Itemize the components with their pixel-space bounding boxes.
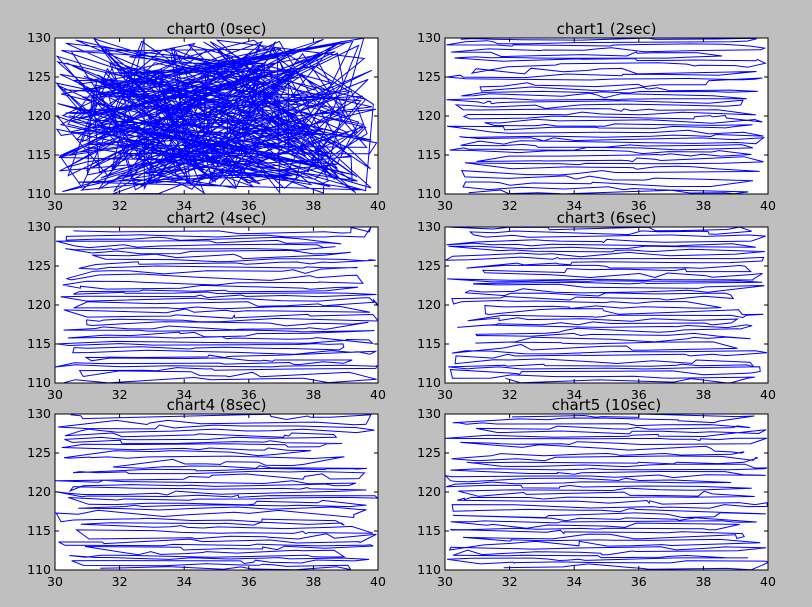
x-tick-label: 34 [176, 574, 192, 589]
x-tick-label: 30 [437, 574, 453, 589]
x-tick-label: 30 [47, 387, 63, 402]
x-tick-label: 34 [176, 387, 192, 402]
x-tick-label: 34 [566, 574, 582, 589]
x-tick-label: 30 [47, 574, 63, 589]
y-tick-label: 110 [27, 375, 51, 390]
x-tick-label: 36 [241, 387, 257, 402]
chart-panel-5: 30 32 34 36 38 40 110 115 120 125 130 chart5 (10sec… [417, 396, 776, 589]
chart-panel-4: 30 32 34 36 38 40 110 115 120 125 130 chart4 (8sec) [27, 396, 386, 589]
x-tick-label: 32 [502, 574, 518, 589]
y-tick-label: 130 [417, 30, 441, 45]
series-line [445, 414, 768, 570]
chart-panel-0: 30 32 34 36 38 40 110 115 120 125 130 chart0 (0sec) [27, 20, 386, 213]
x-tick-label: 30 [47, 198, 63, 213]
x-tick-label: 40 [370, 574, 386, 589]
x-tick-label: 32 [502, 198, 518, 213]
x-tick-label: 36 [241, 574, 257, 589]
x-tick-label: 38 [305, 574, 321, 589]
y-tick-label: 130 [27, 219, 51, 234]
chart-panel-1: 30 32 34 36 38 40 110 115 120 125 130 chart1 (2sec) [417, 20, 776, 213]
x-tick-label: 38 [695, 574, 711, 589]
chart-panel-3: 30 32 34 36 38 40 110 115 120 125 130 chart3 (6sec) [417, 209, 776, 402]
y-tick-label: 110 [27, 186, 51, 201]
x-tick-label: 38 [305, 198, 321, 213]
chart-title: chart3 (6sec) [557, 209, 657, 227]
chart-title: chart1 (2sec) [557, 20, 657, 38]
plot-area [445, 414, 768, 570]
y-tick-label: 120 [27, 484, 51, 499]
y-tick-label: 115 [417, 523, 441, 538]
series-line [55, 227, 378, 383]
x-tick-label: 38 [695, 387, 711, 402]
x-tick-label: 36 [241, 198, 257, 213]
y-tick-label: 125 [27, 258, 51, 273]
y-tick-label: 110 [27, 562, 51, 577]
y-tick-label: 110 [417, 562, 441, 577]
y-tick-label: 115 [417, 147, 441, 162]
x-tick-label: 32 [112, 574, 128, 589]
y-tick-label: 130 [417, 219, 441, 234]
x-tick-label: 34 [176, 198, 192, 213]
chart-panel-2: 30 32 34 36 38 40 110 115 120 125 130 chart2 (4sec) [27, 209, 386, 402]
y-tick-label: 115 [27, 523, 51, 538]
x-tick-label: 36 [631, 574, 647, 589]
x-tick-label: 36 [631, 387, 647, 402]
x-tick-label: 30 [437, 198, 453, 213]
y-tick-label: 110 [417, 375, 441, 390]
series-line [55, 414, 378, 570]
y-tick-label: 120 [27, 108, 51, 123]
x-tick-label: 36 [631, 198, 647, 213]
series-line [445, 227, 768, 383]
y-tick-label: 130 [27, 406, 51, 421]
plot-area [445, 38, 768, 194]
x-tick-label: 40 [370, 198, 386, 213]
x-tick-label: 40 [760, 198, 776, 213]
y-tick-label: 120 [27, 297, 51, 312]
y-tick-label: 130 [27, 30, 51, 45]
y-tick-label: 115 [417, 336, 441, 351]
x-tick-label: 40 [370, 387, 386, 402]
x-tick-label: 40 [760, 387, 776, 402]
x-tick-label: 32 [112, 387, 128, 402]
y-tick-label: 120 [417, 484, 441, 499]
series-line [55, 38, 378, 194]
y-tick-label: 120 [417, 108, 441, 123]
x-tick-label: 32 [502, 387, 518, 402]
x-tick-label: 34 [566, 387, 582, 402]
x-tick-label: 30 [437, 387, 453, 402]
x-tick-label: 38 [305, 387, 321, 402]
x-tick-label: 38 [695, 198, 711, 213]
y-tick-label: 125 [417, 445, 441, 460]
series-line [446, 38, 767, 194]
y-tick-label: 130 [417, 406, 441, 421]
y-tick-label: 125 [417, 69, 441, 84]
y-tick-label: 125 [417, 258, 441, 273]
y-tick-label: 115 [27, 336, 51, 351]
y-tick-label: 115 [27, 147, 51, 162]
x-tick-label: 40 [760, 574, 776, 589]
x-tick-label: 34 [566, 198, 582, 213]
chart-title: chart0 (0sec) [167, 20, 267, 38]
y-tick-label: 120 [417, 297, 441, 312]
chart-title: chart5 (10sec) [552, 396, 661, 414]
y-tick-label: 125 [27, 445, 51, 460]
chart-title: chart4 (8sec) [167, 396, 267, 414]
y-tick-label: 110 [417, 186, 441, 201]
y-tick-label: 125 [27, 69, 51, 84]
x-tick-label: 32 [112, 198, 128, 213]
chart-title: chart2 (4sec) [167, 209, 267, 227]
